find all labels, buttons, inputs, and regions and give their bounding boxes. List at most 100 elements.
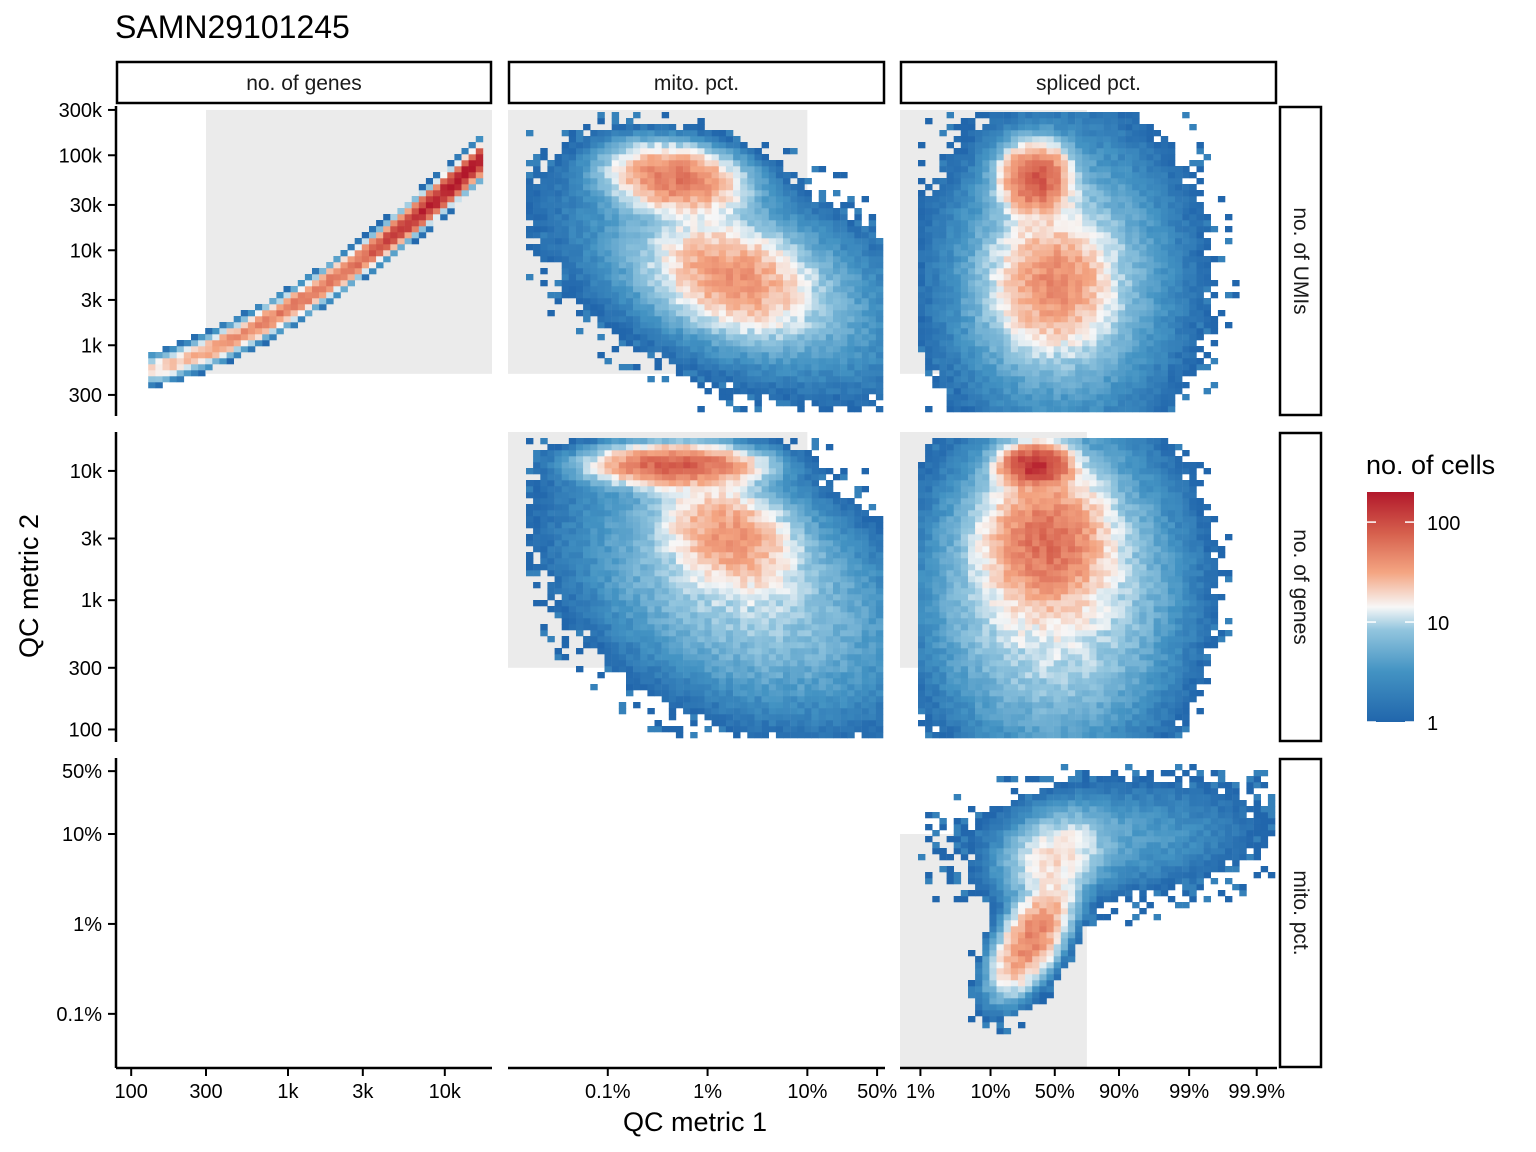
heat-tile [1210,382,1219,389]
heat-tile [590,624,598,631]
heat-tile [475,136,484,143]
heat-tile [718,202,727,209]
heat-tile [1203,154,1211,161]
heat-tile [547,256,555,263]
heat-tile [754,316,762,323]
heat-tile [754,208,762,215]
heat-tile [1018,352,1026,359]
heat-tile [968,262,976,269]
heat-tile [804,208,812,215]
heat-tile [1153,340,1161,347]
heat-tile [668,142,677,149]
heat-tile [576,190,584,197]
heat-tile [775,274,784,281]
heat-tile [875,262,884,269]
heat-tile [611,492,620,499]
heat-tile [1082,112,1090,119]
heat-tile [661,250,670,257]
heat-tile [583,154,591,161]
heat-tile [640,498,648,505]
heat-tile [283,298,291,305]
heat-tile [1003,166,1012,173]
heat-tile [811,220,819,227]
heat-tile [626,546,634,553]
heat-tile [960,274,969,281]
heat-tile [148,382,156,389]
heat-tile [633,142,641,149]
heat-tile [540,510,548,517]
heat-tile [540,624,548,631]
heat-tile [1067,340,1076,347]
heat-tile [1067,268,1076,275]
heat-tile [590,558,598,565]
heat-tile [604,196,612,203]
heat-tile [633,558,641,565]
heat-tile [783,250,791,257]
heat-tile [576,498,584,505]
heat-tile [618,196,627,203]
heat-tile [1025,202,1033,209]
heat-tile [1060,370,1069,377]
heat-tile [647,376,655,383]
heat-tile [618,666,627,673]
heat-tile [811,364,819,371]
heat-tile [597,438,605,445]
heat-tile [968,346,976,353]
heat-tile [683,148,691,155]
heat-tile [697,124,705,131]
heat-tile [654,690,662,697]
heat-tile [633,618,641,625]
heat-tile [583,220,591,227]
heat-tile [668,486,677,493]
heat-tile [148,358,156,365]
heat-tile [233,322,242,329]
heat-tile [1039,118,1047,125]
heat-tile [1132,346,1140,353]
heat-tile [960,358,969,365]
heat-tile [1010,310,1019,317]
heat-tile [790,364,798,371]
heat-tile [647,208,655,215]
heat-tile [733,172,741,179]
heat-tile [1018,172,1026,179]
heat-tile [247,334,256,341]
heat-tile [526,552,534,559]
heat-tile [833,334,841,341]
heat-tile [1018,394,1026,401]
heat-tile [604,468,612,475]
heat-tile [668,618,677,625]
heat-tile [618,148,627,155]
heat-tile [433,208,441,215]
heat-tile [968,256,976,263]
heat-tile [668,624,677,631]
heat-tile [590,546,598,553]
heat-tile [797,340,805,347]
heat-tile [604,630,612,637]
heat-tile [960,388,969,395]
heat-tile [747,256,755,263]
heat-tile [633,636,641,643]
heat-tile [1175,232,1183,239]
heat-tile [861,358,869,365]
heat-tile [604,450,612,457]
heat-tile [675,732,684,739]
heat-tile [775,352,784,359]
heat-tile [854,358,862,365]
heat-tile [640,660,648,667]
heat-tile [661,618,670,625]
heat-tile [925,238,933,245]
heat-tile [1182,304,1190,311]
heat-tile [240,328,249,335]
heat-tile [925,358,933,365]
heat-tile [526,208,534,215]
heat-tile [162,352,170,359]
heat-tile [683,280,691,287]
heat-tile [654,564,662,571]
heat-tile [618,534,627,541]
heat-tile [790,208,798,215]
heat-tile [875,244,884,251]
heat-tile [675,702,684,709]
heat-tile [711,250,719,257]
heat-tile [790,292,798,299]
